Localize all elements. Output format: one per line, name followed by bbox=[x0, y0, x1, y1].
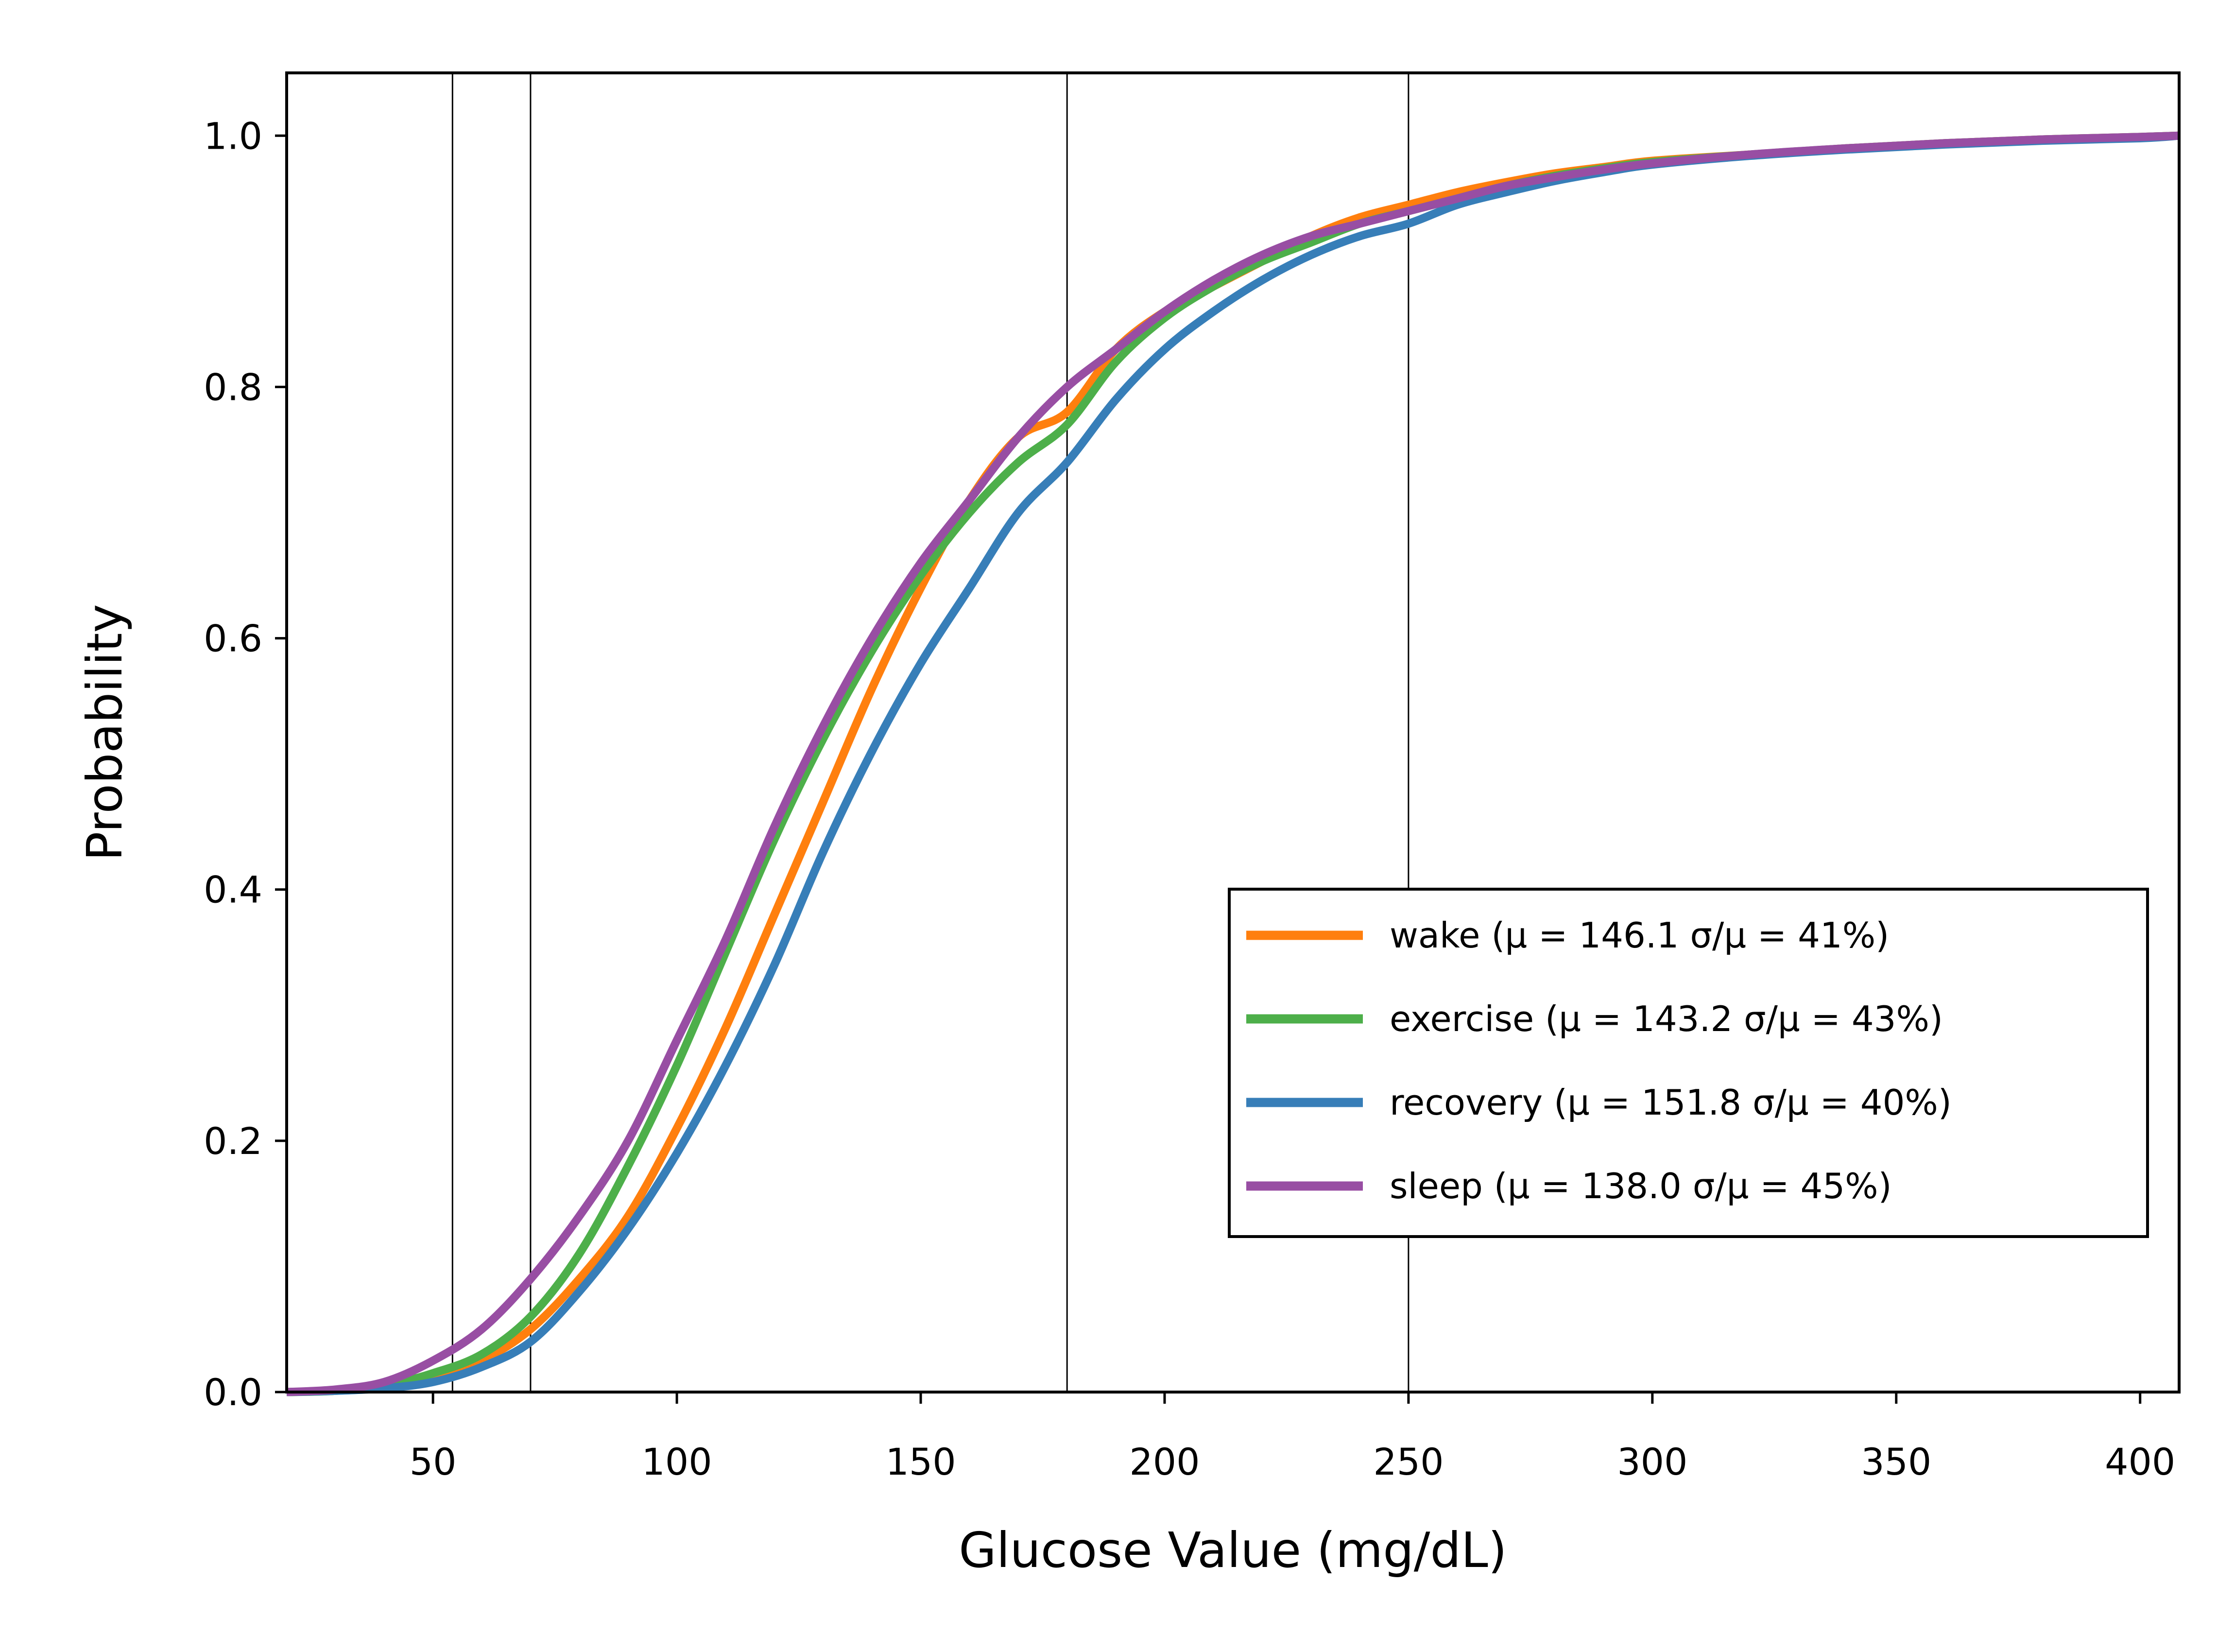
plot-frame bbox=[285, 71, 2181, 1394]
legend-label-exercise: exercise (μ = 143.2 σ/μ = 43%) bbox=[1390, 998, 1943, 1039]
y-tick-label: 0.6 bbox=[204, 617, 262, 660]
y-axis-title: Probability bbox=[76, 604, 133, 861]
x-tick-label: 250 bbox=[1373, 1440, 1444, 1483]
legend-label-sleep: sleep (μ = 138.0 σ/μ = 45%) bbox=[1390, 1166, 1892, 1206]
legend-label-recovery: recovery (μ = 151.8 σ/μ = 40%) bbox=[1390, 1082, 1952, 1123]
x-axis-title: Glucose Value (mg/dL) bbox=[959, 1522, 1507, 1579]
x-tick-label: 350 bbox=[1861, 1440, 1931, 1483]
y-tick-label: 0.8 bbox=[204, 365, 262, 409]
x-tick-label: 400 bbox=[2105, 1440, 2175, 1483]
x-tick-label: 100 bbox=[642, 1440, 712, 1483]
x-axis-ticks: 50 100 150 200 250 300 350 400 bbox=[410, 1392, 2175, 1483]
x-tick-label: 300 bbox=[1617, 1440, 1687, 1483]
x-tick-label: 50 bbox=[410, 1440, 457, 1483]
x-tick-label: 200 bbox=[1129, 1440, 1200, 1483]
y-tick-label: 0.2 bbox=[204, 1119, 262, 1163]
x-tick-label: 150 bbox=[885, 1440, 956, 1483]
y-tick-label: 0.0 bbox=[204, 1371, 262, 1414]
series-lines bbox=[286, 131, 2180, 1396]
y-tick-label: 0.4 bbox=[204, 868, 262, 912]
y-axis-ticks: 0.0 0.2 0.4 0.6 0.8 1.0 bbox=[204, 114, 287, 1414]
legend-box bbox=[1228, 888, 2149, 1238]
series-line-sleep bbox=[286, 131, 2180, 1396]
legend: wake (μ = 146.1 σ/μ = 41%) exercise (μ = … bbox=[1228, 888, 2149, 1238]
legend-label-wake: wake (μ = 146.1 σ/μ = 41%) bbox=[1390, 915, 1889, 956]
y-tick-label: 1.0 bbox=[204, 114, 262, 157]
